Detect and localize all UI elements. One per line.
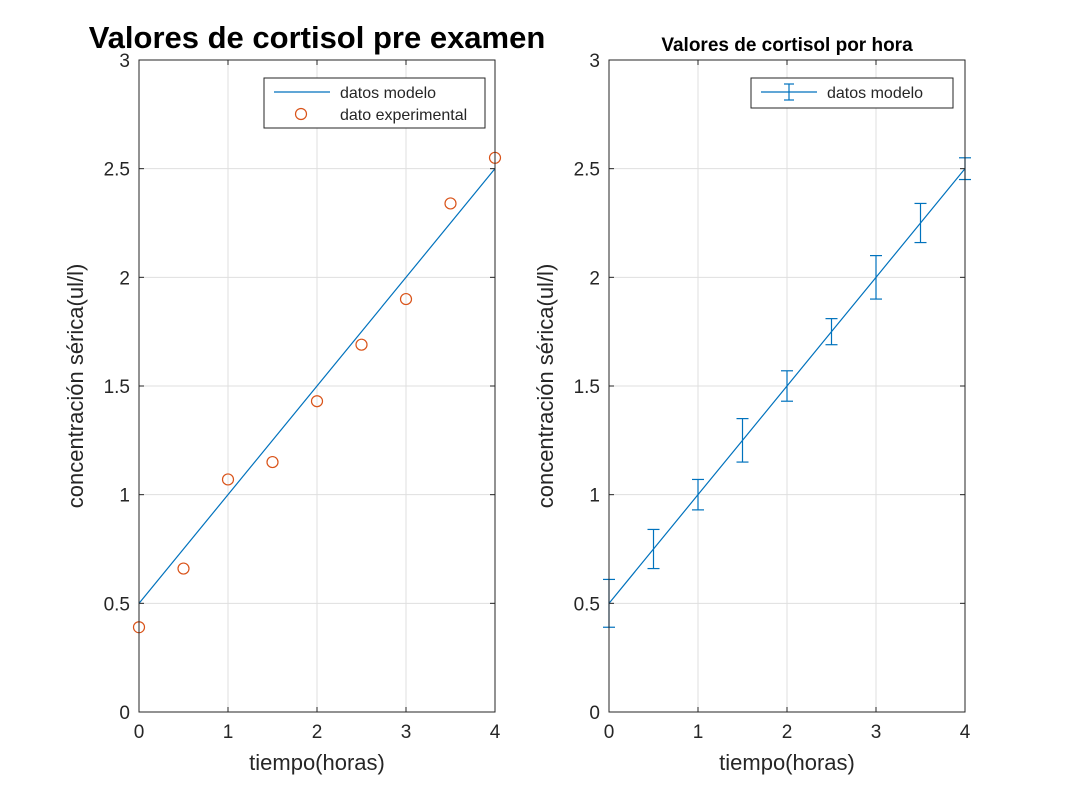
series-line — [138, 168, 496, 604]
y-tick-label: 0 — [589, 703, 600, 724]
x-tick-label: 2 — [782, 722, 793, 743]
chart-title: Valores de cortisol por hora — [661, 35, 913, 56]
y-tick-label: 0.5 — [104, 594, 130, 615]
x-tick-label: 0 — [604, 722, 615, 743]
x-tick-label: 4 — [490, 722, 501, 743]
chart-title: Valores de cortisol pre examen — [89, 20, 546, 55]
data-point — [310, 395, 324, 408]
chart-left: 0 1 2 3 4 0 0.5 1 1.5 2 2.5 3 tiempo(horas) concentra… — [63, 20, 545, 775]
data-point — [399, 292, 413, 306]
x-tick-label: 1 — [693, 722, 704, 743]
y-tick-label: 1 — [589, 486, 600, 507]
y-axis-label: concentración sérica(ul/l) — [63, 264, 88, 509]
y-tick-label: 3 — [119, 51, 130, 72]
x-axis-label: tiempo(horas) — [719, 750, 855, 775]
data-point — [355, 338, 368, 351]
legend-swatch-marker — [294, 107, 308, 121]
y-tick-label: 2.5 — [574, 160, 600, 181]
y-tick-label: 0 — [119, 703, 130, 724]
legend-label: datos modelo — [827, 85, 923, 102]
legend-label: datos modelo — [340, 85, 436, 102]
y-tick-label: 0.5 — [574, 594, 600, 615]
y-axis-label: concentración sérica(ul/l) — [533, 264, 558, 509]
x-tick-label: 3 — [871, 722, 882, 743]
data-point — [444, 197, 457, 210]
y-tick-label: 2 — [119, 268, 130, 289]
x-axis-label: tiempo(horas) — [249, 750, 385, 775]
legend: datos modelo dato experimental — [263, 77, 486, 129]
legend: datos modelo — [750, 77, 954, 109]
y-tick-label: 2 — [589, 268, 600, 289]
y-tick-label: 2.5 — [104, 160, 130, 181]
data-point — [177, 562, 190, 575]
x-tick-label: 3 — [401, 722, 412, 743]
y-tick-label: 3 — [589, 51, 600, 72]
x-tick-label: 2 — [312, 722, 323, 743]
y-tick-label: 1 — [119, 486, 130, 507]
chart-right: 0 1 2 3 4 0 0.5 1 1.5 2 2.5 3 tiempo(horas) concentra… — [533, 35, 971, 775]
y-tick-label: 1.5 — [574, 377, 600, 398]
x-tick-label: 0 — [134, 722, 145, 743]
data-point — [221, 473, 235, 486]
y-tick-label: 1.5 — [104, 377, 130, 398]
x-tick-label: 4 — [960, 722, 971, 743]
legend-label: dato experimental — [340, 107, 467, 124]
legend-box — [750, 77, 954, 109]
x-tick-label: 1 — [223, 722, 234, 743]
data-point — [266, 455, 279, 469]
